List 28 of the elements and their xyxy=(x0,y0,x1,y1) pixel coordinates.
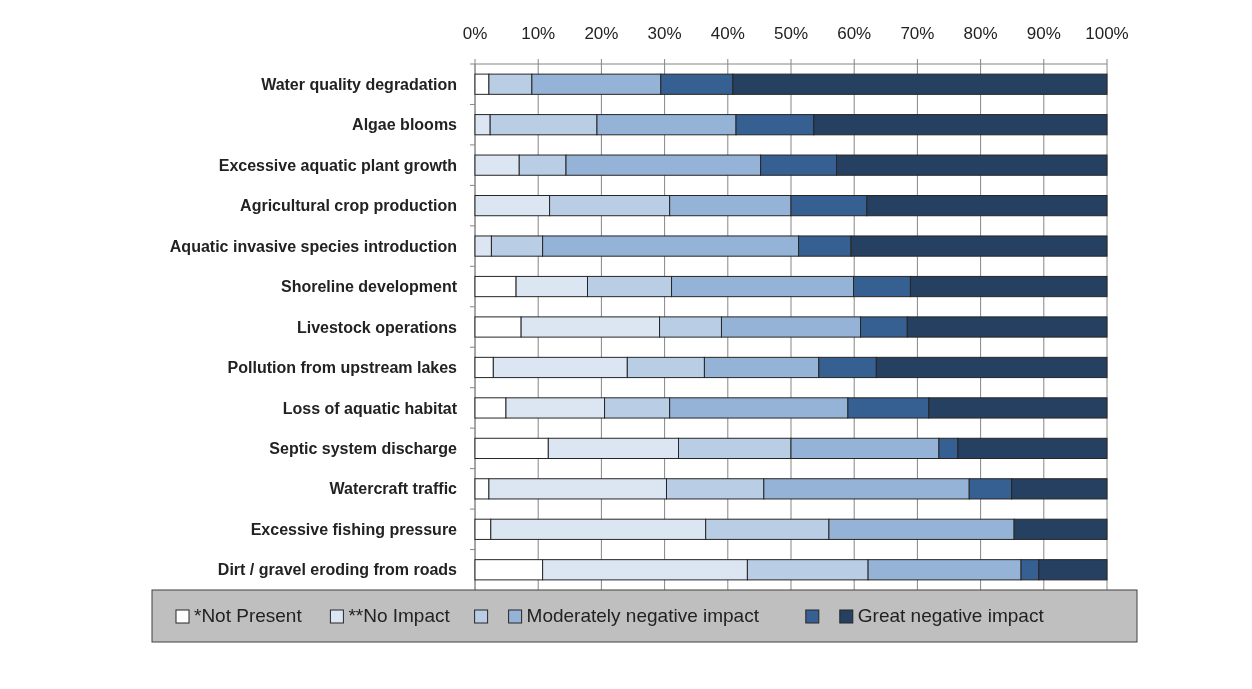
y-tick-label: Excessive aquatic plant growth xyxy=(218,156,457,174)
y-tick-label: Livestock operations xyxy=(296,318,458,336)
y-tick-label: Dirt / gravel eroding from roads xyxy=(217,561,458,579)
y-tick-label: Excessive fishing pressure xyxy=(250,520,458,538)
x-tick-label: 60% xyxy=(837,24,872,43)
y-tick-label: Shoreline development xyxy=(280,278,458,296)
legend-label: **No Impact xyxy=(348,605,451,626)
y-tick-label: Aquatic invasive species introduction xyxy=(169,237,457,255)
x-tick-label: 80% xyxy=(963,24,998,43)
x-tick-label: 100% xyxy=(1085,24,1129,43)
x-tick-label: 70% xyxy=(900,24,935,43)
x-tick-label: 30% xyxy=(647,24,682,43)
x-tick-label: 0% xyxy=(462,24,488,43)
x-tick-label: 40% xyxy=(710,24,745,43)
y-tick-label: Loss of aquatic habitat xyxy=(282,399,458,417)
legend-label: Great negative impact xyxy=(857,605,1045,626)
y-tick-label: Pollution from upstream lakes xyxy=(227,359,458,377)
y-tick-label: Algae blooms xyxy=(352,116,458,134)
x-tick-label: 90% xyxy=(1026,24,1061,43)
x-tick-label: 50% xyxy=(773,24,809,43)
legend-label: Moderately negative impact xyxy=(526,605,760,626)
y-tick-label: Agricultural crop production xyxy=(240,197,457,215)
y-tick-label: Septic system discharge xyxy=(269,439,458,457)
x-tick-label: 10% xyxy=(521,24,556,43)
y-tick-label: Water quality degradation xyxy=(261,75,457,93)
legend-label: *Not Present xyxy=(194,605,303,626)
x-tick-label: 20% xyxy=(584,24,619,43)
y-tick-label: Watercraft traffic xyxy=(329,480,458,498)
